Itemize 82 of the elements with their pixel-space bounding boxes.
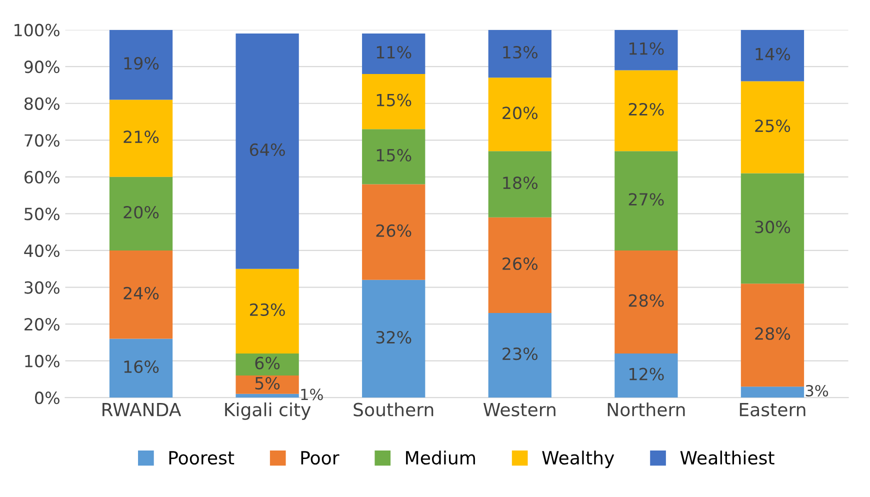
bar bbox=[109, 338, 173, 398]
bar bbox=[109, 176, 173, 250]
bar bbox=[362, 74, 426, 130]
legend-label: Poorest bbox=[169, 451, 234, 465]
data-label: 11% bbox=[629, 42, 664, 55]
bar bbox=[614, 70, 678, 152]
data-label: 11% bbox=[376, 46, 412, 59]
data-label: 12% bbox=[629, 368, 664, 380]
data-label: 3% bbox=[806, 384, 828, 397]
x-tick-label: Kigali city bbox=[225, 402, 311, 420]
bar bbox=[236, 376, 299, 394]
bar bbox=[362, 34, 426, 74]
data-label: 28% bbox=[755, 327, 790, 340]
bar bbox=[488, 313, 552, 398]
bar bbox=[362, 129, 426, 184]
bar bbox=[740, 284, 804, 387]
bar bbox=[362, 184, 426, 280]
y-tick-label: 80% bbox=[24, 97, 60, 110]
data-label: 5% bbox=[255, 376, 280, 390]
legend-label: Wealthiest bbox=[680, 450, 774, 465]
data-label: 6% bbox=[255, 356, 280, 370]
bar bbox=[740, 30, 804, 82]
data-label: 24% bbox=[124, 286, 159, 300]
data-label: 64% bbox=[250, 143, 285, 156]
bar bbox=[488, 151, 552, 218]
y-tick-label: 10% bbox=[25, 354, 60, 368]
data-label: 23% bbox=[502, 348, 538, 360]
y-tick-label: 100% bbox=[14, 24, 60, 36]
x-tick-label: RWANDA bbox=[102, 403, 182, 416]
y-tick-label: 60% bbox=[24, 170, 60, 184]
data-label: 26% bbox=[376, 224, 412, 237]
data-label: 25% bbox=[755, 120, 790, 132]
data-label: 15% bbox=[376, 94, 412, 106]
bar bbox=[614, 151, 678, 250]
data-label: 19% bbox=[124, 56, 159, 70]
data-label: 20% bbox=[124, 206, 159, 219]
y-tick-label: 90% bbox=[24, 60, 60, 74]
x-tick-label: Southern bbox=[354, 402, 434, 416]
bar bbox=[614, 250, 678, 354]
bar bbox=[109, 30, 173, 100]
x-tick-label: Northern bbox=[608, 402, 685, 416]
data-label: 26% bbox=[502, 257, 538, 270]
bar bbox=[236, 34, 299, 269]
bar bbox=[236, 268, 299, 354]
bar bbox=[109, 100, 173, 177]
y-tick-label: 20% bbox=[24, 318, 60, 331]
data-label: 22% bbox=[628, 102, 664, 116]
data-label: 21% bbox=[124, 130, 159, 144]
bar bbox=[740, 81, 804, 174]
data-label: 14% bbox=[756, 48, 790, 60]
data-label: 28% bbox=[628, 294, 664, 307]
data-label: 20% bbox=[502, 106, 538, 120]
bar bbox=[740, 173, 804, 284]
bar bbox=[109, 250, 173, 339]
y-tick-label: 70% bbox=[24, 134, 60, 147]
data-label: 30% bbox=[755, 220, 790, 234]
data-label: 27% bbox=[628, 193, 664, 206]
legend-label: Medium bbox=[406, 450, 475, 465]
bar bbox=[362, 280, 426, 398]
x-tick-label: Eastern bbox=[740, 403, 806, 416]
bar bbox=[740, 386, 804, 398]
y-tick-label: 0% bbox=[35, 392, 60, 404]
data-label: 23% bbox=[250, 303, 285, 316]
data-label: 15% bbox=[376, 148, 412, 162]
data-label: 1% bbox=[301, 388, 323, 400]
bar bbox=[614, 30, 678, 70]
bar bbox=[488, 78, 552, 152]
data-label: 32% bbox=[376, 330, 412, 344]
y-tick-label: 40% bbox=[24, 244, 60, 258]
bar bbox=[236, 353, 299, 376]
data-label: 18% bbox=[503, 176, 538, 190]
bar bbox=[488, 217, 552, 314]
data-label: 16% bbox=[124, 360, 159, 374]
x-tick-label: Western bbox=[483, 403, 556, 416]
data-label: 13% bbox=[503, 46, 538, 59]
legend-label: Poor bbox=[301, 451, 340, 465]
y-tick-label: 50% bbox=[24, 208, 60, 220]
legend-label: Wealthy bbox=[542, 450, 614, 468]
y-tick-label: 30% bbox=[24, 281, 60, 294]
bar bbox=[236, 394, 299, 398]
bar bbox=[488, 30, 552, 78]
bar bbox=[614, 353, 678, 398]
